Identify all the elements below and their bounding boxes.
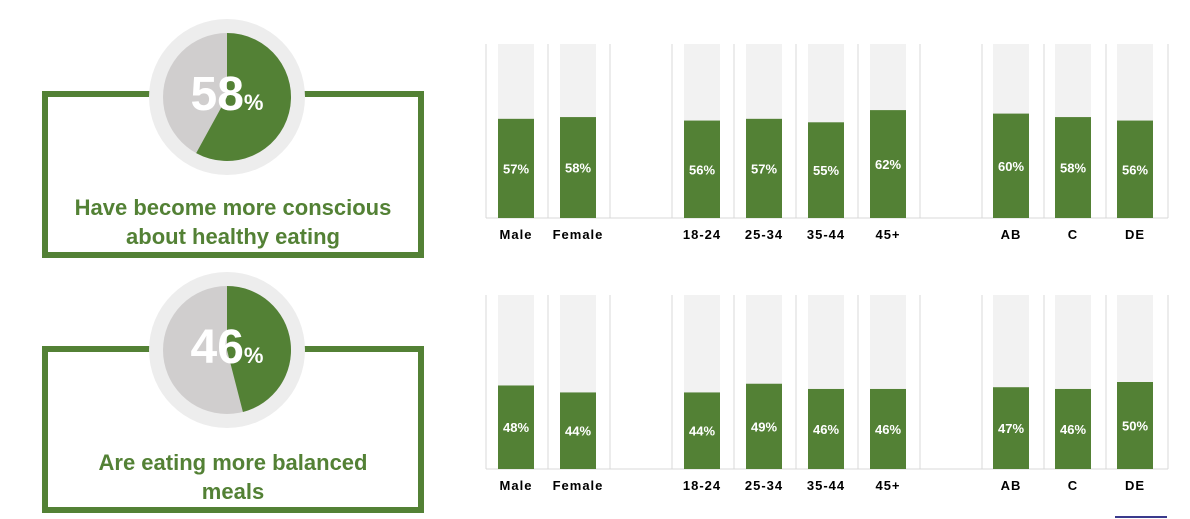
data-label: 46% bbox=[813, 422, 839, 437]
data-label: 44% bbox=[689, 424, 715, 439]
bar bbox=[1117, 382, 1153, 469]
data-label: 58% bbox=[565, 161, 591, 176]
data-label: 47% bbox=[998, 421, 1024, 436]
donut-chart-2: 46% bbox=[149, 272, 305, 428]
bar bbox=[993, 113, 1029, 218]
stat-caption-line-1: Are eating more balanced bbox=[98, 450, 368, 475]
bar bbox=[870, 110, 906, 218]
data-label: 50% bbox=[1122, 419, 1148, 434]
bar bbox=[746, 118, 782, 218]
stat-caption-line-1: Have become more conscious bbox=[74, 195, 392, 220]
x-tick-label: 35-44 bbox=[807, 478, 845, 493]
corner-accent-line bbox=[1115, 516, 1167, 518]
bar bbox=[1055, 117, 1091, 218]
data-label: 58% bbox=[1060, 161, 1086, 176]
x-tick-label: 45+ bbox=[875, 227, 900, 242]
data-label: 48% bbox=[503, 420, 529, 435]
x-tick-label: AB bbox=[1001, 478, 1022, 493]
data-label: 44% bbox=[565, 424, 591, 439]
data-label: 49% bbox=[751, 419, 777, 434]
bar bbox=[498, 385, 534, 469]
stat-number: 46 bbox=[190, 321, 244, 374]
data-label: 57% bbox=[503, 161, 529, 176]
bar bbox=[684, 392, 720, 469]
x-tick-label: Male bbox=[500, 478, 533, 493]
x-tick-label: 25-34 bbox=[745, 478, 783, 493]
stat-value: 58% bbox=[149, 67, 305, 131]
bar bbox=[560, 117, 596, 218]
x-tick-label: 18-24 bbox=[683, 478, 721, 493]
x-tick-label: 45+ bbox=[875, 478, 900, 493]
bar bbox=[746, 383, 782, 469]
bar bbox=[498, 118, 534, 218]
data-label: 56% bbox=[689, 162, 715, 177]
bar bbox=[993, 387, 1029, 469]
stat-caption: Are eating more balanced meals bbox=[48, 448, 418, 506]
x-tick-label: 35-44 bbox=[807, 227, 845, 242]
bar-chart-1: 57% Male 58% Female 56% 18-24 57% 25-34 55% 35-44… bbox=[478, 40, 1190, 250]
x-tick-label: Male bbox=[500, 227, 533, 242]
stat-caption-line-2: meals bbox=[201, 479, 265, 504]
donut-chart-1: 58% bbox=[149, 19, 305, 175]
stat-unit: % bbox=[243, 90, 264, 115]
data-label: 55% bbox=[813, 163, 839, 178]
bar bbox=[808, 388, 844, 469]
bar bbox=[870, 388, 906, 469]
x-tick-label: DE bbox=[1125, 478, 1145, 493]
x-tick-label: Female bbox=[553, 478, 604, 493]
bar bbox=[808, 122, 844, 218]
bar-chart-svg: 48% Male 44% Female 44% 18-24 49% 25-34 46% 35-44… bbox=[485, 295, 1169, 493]
bar-chart-2: 48% Male 44% Female 44% 18-24 49% 25-34 46% 35-44… bbox=[478, 291, 1190, 501]
bar bbox=[1055, 388, 1091, 469]
bar bbox=[1117, 120, 1153, 218]
x-tick-label: 18-24 bbox=[683, 227, 721, 242]
x-tick-label: 25-34 bbox=[745, 227, 783, 242]
x-tick-label: Female bbox=[553, 227, 604, 242]
data-label: 56% bbox=[1122, 162, 1148, 177]
stat-caption-line-2: about healthy eating bbox=[126, 224, 340, 249]
stat-caption: Have become more conscious about healthy… bbox=[48, 193, 418, 251]
stat-value: 46% bbox=[149, 320, 305, 384]
data-label: 46% bbox=[1060, 422, 1086, 437]
data-label: 57% bbox=[751, 161, 777, 176]
bar-chart-svg: 57% Male 58% Female 56% 18-24 57% 25-34 55% 35-44… bbox=[485, 44, 1169, 242]
stat-number: 58 bbox=[190, 68, 244, 121]
bar bbox=[560, 392, 596, 469]
x-tick-label: C bbox=[1068, 478, 1078, 493]
x-tick-label: C bbox=[1068, 227, 1078, 242]
x-tick-label: DE bbox=[1125, 227, 1145, 242]
data-label: 60% bbox=[998, 159, 1024, 174]
donut-slice bbox=[227, 286, 292, 412]
stat-unit: % bbox=[243, 343, 264, 368]
bar bbox=[684, 120, 720, 218]
data-label: 62% bbox=[875, 157, 901, 172]
donut-slice bbox=[196, 33, 292, 161]
x-tick-label: AB bbox=[1001, 227, 1022, 242]
data-label: 46% bbox=[875, 422, 901, 437]
